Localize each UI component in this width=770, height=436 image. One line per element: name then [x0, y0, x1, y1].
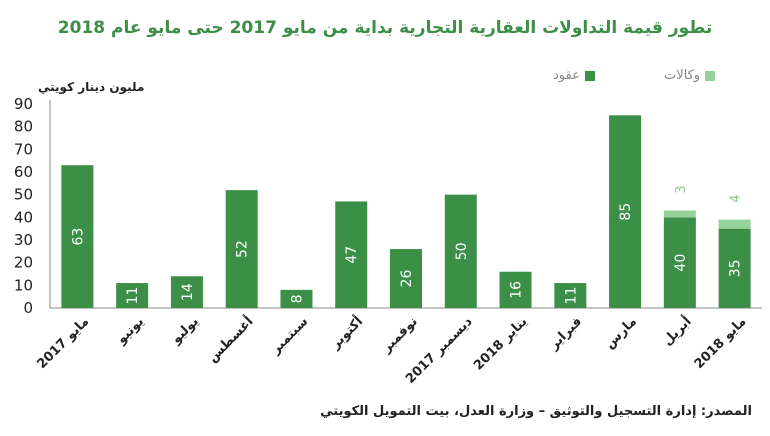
bar-label-contracts: 8: [289, 294, 305, 303]
legend-swatch-contracts: [584, 70, 595, 81]
x-tick-label: مارس: [602, 314, 640, 352]
bar-contracts: [499, 271, 532, 308]
bar-label-contracts: 35: [728, 259, 744, 277]
bar-label-contracts: 11: [125, 287, 141, 305]
y-tick-label: 10: [14, 276, 33, 294]
bar-agencies: [718, 219, 751, 229]
bar-contracts: [718, 228, 751, 308]
bar-label-contracts: 52: [235, 240, 251, 258]
x-tick-label: يوليو: [168, 314, 201, 347]
bar-label-contracts: 85: [618, 203, 634, 221]
bar-contracts: [554, 283, 587, 308]
legend-swatch-agencies: [705, 70, 716, 81]
bar-label-contracts: 63: [70, 228, 86, 246]
bar-label-agencies: 4: [729, 194, 744, 202]
y-tick-label: 30: [14, 231, 33, 249]
y-tick-label: 50: [14, 186, 33, 204]
y-tick-label: 90: [14, 95, 33, 113]
y-tick-label: 80: [14, 118, 33, 136]
x-tick-label: مايو 2018: [692, 314, 750, 372]
bar-contracts: [225, 190, 258, 308]
legend-item-agencies: وكالات: [664, 68, 716, 83]
bar-label-agencies: 3: [674, 185, 689, 193]
bar-label-contracts: 11: [563, 287, 579, 305]
y-tick-label: 0: [23, 299, 33, 317]
y-tick-label: 20: [14, 254, 33, 272]
bar-contracts: [335, 201, 368, 308]
legend-label-contracts: عقود: [553, 68, 580, 83]
legend-label-agencies: وكالات: [664, 68, 701, 83]
bar-label-contracts: 26: [399, 270, 415, 288]
x-tick-label: أبريل: [659, 313, 695, 349]
x-tick-label: سبتمبر: [268, 314, 311, 357]
y-axis-unit-label: مليون دينار كويتي: [38, 80, 145, 94]
y-tick-label: 70: [14, 140, 33, 158]
chart-title: تطور قيمة التداولات العقارية التجارية بد…: [57, 18, 713, 38]
y-tick-label: 40: [14, 208, 33, 226]
x-tick-label: أغسطس: [204, 313, 257, 366]
bar-label-contracts: 50: [454, 242, 470, 260]
bar-contracts: [280, 289, 313, 308]
bar-label-contracts: 47: [344, 246, 360, 264]
bar-contracts: [444, 194, 477, 308]
source-note: المصدر: إدارة التسجيل والتوثيق – وزارة ا…: [320, 404, 752, 419]
x-tick-label: أكتوبر: [326, 313, 366, 353]
bar-label-contracts: 16: [509, 281, 525, 299]
bar-label-contracts: 14: [180, 283, 196, 301]
y-tick-label: 60: [14, 163, 33, 181]
bar-contracts: [609, 115, 642, 308]
bar-agencies: [663, 210, 696, 218]
bar-contracts: [61, 165, 94, 308]
x-tick-label: يونيو: [113, 314, 146, 347]
bar-contracts: [390, 249, 422, 308]
bar-contracts: [663, 217, 696, 308]
x-tick-label: يناير 2018: [471, 314, 530, 373]
bar-contracts: [170, 276, 203, 308]
bar-contracts: [116, 283, 149, 308]
x-tick-label: فبراير: [546, 314, 585, 353]
bar-label-contracts: 40: [673, 254, 689, 272]
legend-item-contracts: عقود: [553, 68, 595, 83]
x-tick-label: مايو 2017: [34, 314, 92, 372]
x-tick-label: نوفمبر: [379, 314, 421, 356]
